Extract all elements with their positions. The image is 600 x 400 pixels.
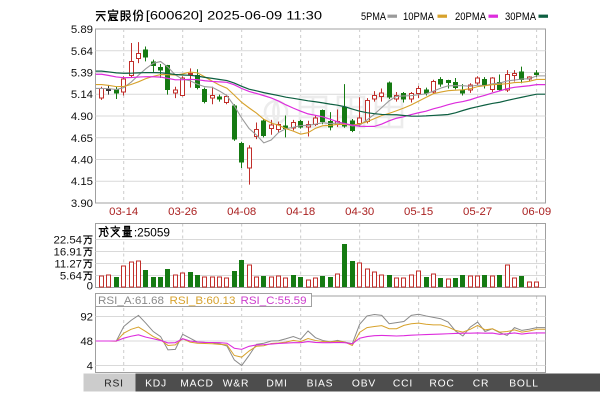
svg-text:05-15: 05-15 [404, 206, 433, 218]
svg-text:MACD: MACD [180, 379, 214, 390]
svg-text:RSI_B:60.13: RSI_B:60.13 [170, 295, 236, 307]
svg-text:5.89: 5.89 [71, 24, 93, 36]
svg-text:4.90: 4.90 [71, 111, 93, 123]
svg-text:4.40: 4.40 [71, 155, 93, 167]
svg-text:30PMA: 30PMA [505, 11, 537, 23]
svg-text:5.64: 5.64 [71, 46, 93, 58]
svg-text:20PMA: 20PMA [455, 11, 487, 23]
svg-text:3.90: 3.90 [71, 198, 93, 210]
svg-text:CCI: CCI [393, 379, 413, 390]
svg-text:BIAS: BIAS [307, 379, 334, 390]
svg-text:5.39: 5.39 [71, 68, 93, 80]
svg-text:04-08: 04-08 [227, 206, 256, 218]
svg-text:4.65: 4.65 [71, 133, 93, 145]
svg-text:CR: CR [473, 379, 489, 390]
svg-text::25059: :25059 [134, 226, 170, 240]
svg-text:16.91: 16.91 [53, 247, 82, 259]
svg-text:10PMA: 10PMA [403, 11, 435, 23]
svg-text:4: 4 [87, 361, 93, 373]
svg-text:4.15: 4.15 [71, 176, 93, 188]
svg-text:03-14: 03-14 [109, 206, 138, 218]
svg-text:48: 48 [80, 336, 93, 348]
svg-text:04-30: 04-30 [345, 206, 374, 218]
svg-text:RSI_C:55.59: RSI_C:55.59 [241, 295, 307, 307]
svg-text:BOLL: BOLL [509, 379, 539, 390]
svg-text:5PMA: 5PMA [361, 11, 387, 23]
svg-text:KDJ: KDJ [145, 379, 167, 390]
svg-text:11.27: 11.27 [54, 259, 82, 271]
svg-text:[600620] 2025-06-09 11:30: [600620] 2025-06-09 11:30 [146, 9, 322, 23]
svg-text:RSI: RSI [104, 379, 124, 390]
svg-text:03-26: 03-26 [168, 206, 197, 218]
svg-text:04-18: 04-18 [286, 206, 315, 218]
svg-text:05-27: 05-27 [463, 206, 492, 218]
svg-text:0: 0 [87, 281, 93, 293]
svg-text:ROC: ROC [429, 379, 454, 390]
svg-text:5.14: 5.14 [71, 89, 93, 101]
svg-text:OBV: OBV [352, 379, 376, 390]
svg-text:DMI: DMI [266, 379, 287, 390]
svg-text:92: 92 [80, 312, 93, 324]
svg-text:22.54: 22.54 [53, 235, 82, 247]
svg-text:5.64: 5.64 [60, 271, 82, 283]
svg-text:W&R: W&R [223, 379, 249, 390]
svg-text:06-09: 06-09 [522, 206, 551, 218]
svg-text:RSI_A:61.68: RSI_A:61.68 [98, 295, 164, 307]
